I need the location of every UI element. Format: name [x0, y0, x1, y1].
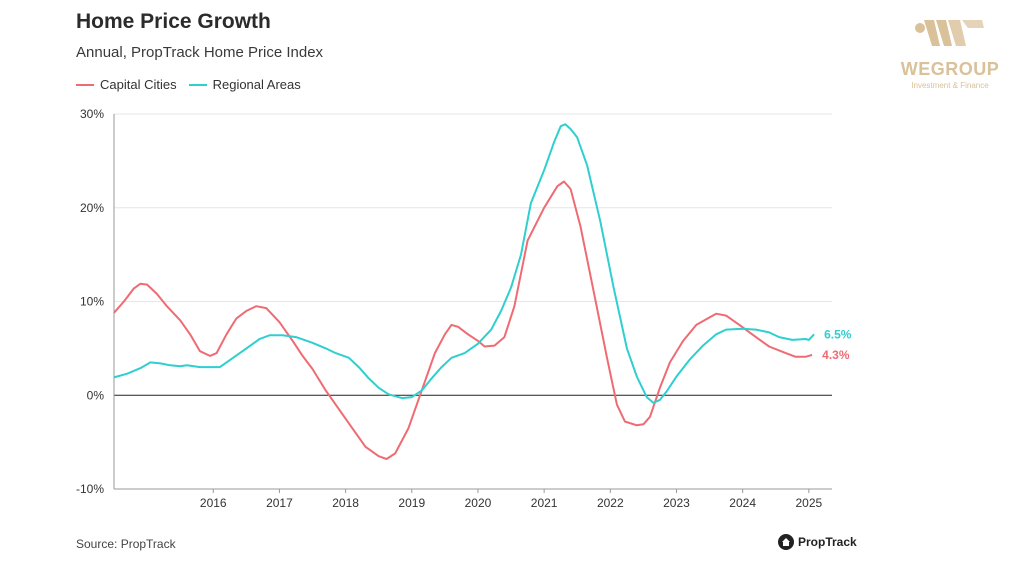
grid [114, 113, 832, 490]
proptrack-house-icon [778, 534, 794, 550]
legend-swatch-capital-cities [76, 83, 94, 86]
y-tick-label: -10% [76, 482, 104, 496]
x-tick-label: 2023 [663, 496, 690, 510]
chart-subtitle: Annual, PropTrack Home Price Index [76, 44, 324, 61]
x-tick-label: 2025 [795, 496, 822, 510]
end-label-capital-cities: 4.3% [822, 348, 850, 362]
y-tick-label: 30% [80, 107, 104, 121]
y-axis: -10% 0% 10% 20% 30% [76, 107, 115, 496]
proptrack-logo: PropTrack [778, 534, 857, 550]
x-tick-label: 2024 [729, 496, 756, 510]
y-tick-label: 0% [87, 388, 105, 402]
legend: Capital Cities Regional Areas [76, 77, 301, 92]
chart-title: Home Price Growth [76, 10, 271, 33]
logo-name: WEGROUP [900, 59, 1000, 79]
legend-label-regional-areas: Regional Areas [212, 77, 301, 92]
end-labels: 4.3% 6.5% [822, 327, 852, 362]
x-tick-label: 2018 [332, 496, 359, 510]
x-tick-label: 2017 [266, 496, 293, 510]
legend-item-capital-cities: Capital Cities [76, 77, 177, 92]
series-lines [113, 123, 815, 460]
source-note: Source: PropTrack [76, 537, 176, 551]
x-tick-label: 2016 [200, 496, 227, 510]
x-tick-label: 2020 [465, 496, 492, 510]
proptrack-brand: PropTrack [798, 535, 857, 549]
legend-swatch-regional-areas [188, 83, 207, 86]
wegroup-logo-icon [915, 20, 984, 46]
x-axis: 2016 2017 2018 2019 2020 2021 2022 2023 2024 2025 [114, 488, 832, 510]
legend-item-regional-areas: Regional Areas [188, 77, 301, 92]
x-tick-label: 2022 [597, 496, 624, 510]
series-line-regional-areas [113, 123, 815, 404]
wegroup-logo: WEGROUP Investment & Finance [890, 16, 1010, 90]
x-tick-label: 2021 [531, 496, 558, 510]
end-label-regional-areas: 6.5% [824, 327, 852, 341]
logo-tagline: Investment & Finance [911, 81, 989, 90]
y-tick-label: 10% [80, 295, 104, 309]
x-tick-label: 2019 [398, 496, 425, 510]
y-tick-label: 20% [80, 201, 104, 215]
legend-label-capital-cities: Capital Cities [100, 77, 177, 92]
series-line-capital-cities [113, 180, 813, 460]
